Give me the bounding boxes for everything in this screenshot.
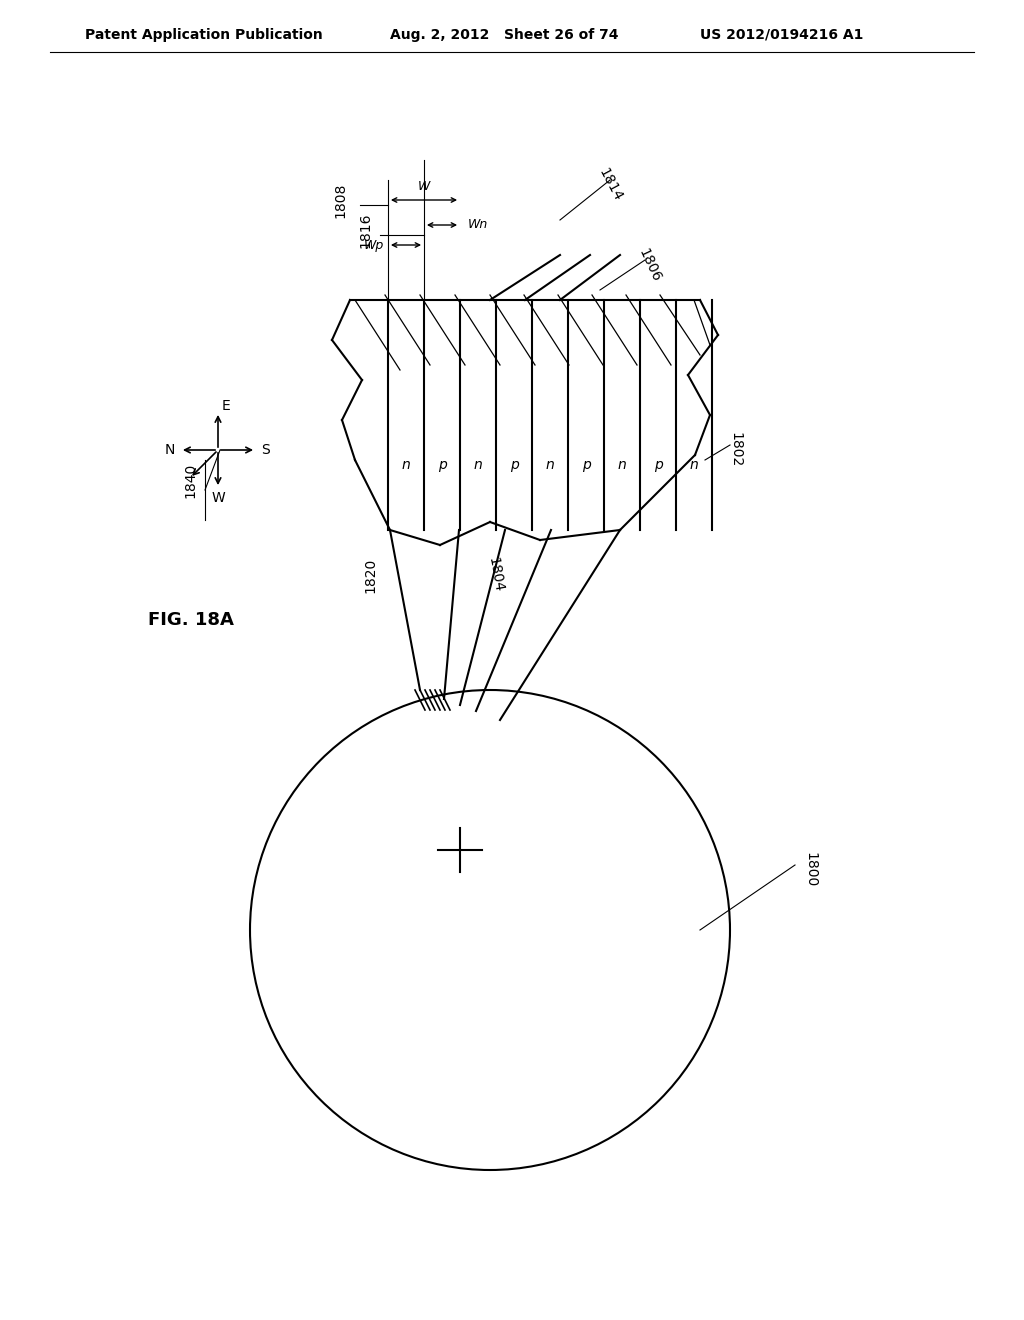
Text: N: N (165, 444, 175, 457)
Text: n: n (474, 458, 482, 473)
Text: 1840: 1840 (183, 462, 197, 498)
Text: 1816: 1816 (358, 213, 372, 248)
Text: 1802: 1802 (728, 433, 742, 467)
Text: W: W (418, 180, 430, 193)
Text: Wn: Wn (468, 219, 488, 231)
Text: E: E (221, 399, 230, 413)
Text: n: n (617, 458, 627, 473)
Text: 1800: 1800 (803, 853, 817, 887)
Text: p: p (510, 458, 518, 473)
Text: 1814: 1814 (596, 166, 625, 203)
Text: n: n (546, 458, 554, 473)
Text: 1820: 1820 (362, 557, 377, 593)
Text: Patent Application Publication: Patent Application Publication (85, 28, 323, 42)
Text: Aug. 2, 2012   Sheet 26 of 74: Aug. 2, 2012 Sheet 26 of 74 (390, 28, 618, 42)
Text: 1806: 1806 (636, 246, 664, 284)
Text: S: S (261, 444, 270, 457)
Text: W: W (211, 491, 225, 506)
Text: US 2012/0194216 A1: US 2012/0194216 A1 (700, 28, 863, 42)
Text: Wp: Wp (364, 239, 384, 252)
Text: n: n (401, 458, 411, 473)
Text: FIG. 18A: FIG. 18A (148, 611, 233, 630)
Text: 1808: 1808 (333, 182, 347, 218)
Text: p: p (582, 458, 591, 473)
Text: n: n (689, 458, 698, 473)
Text: 1804: 1804 (485, 557, 505, 594)
Text: p: p (437, 458, 446, 473)
Text: p: p (653, 458, 663, 473)
